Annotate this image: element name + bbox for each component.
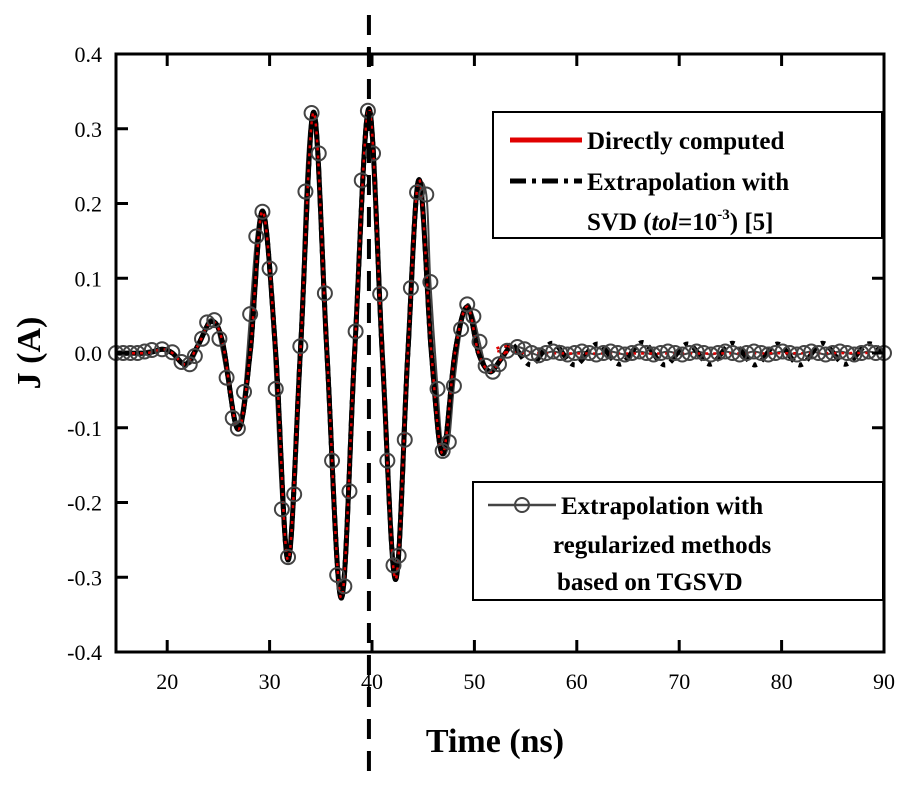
y-axis-label: J (A) bbox=[11, 317, 48, 390]
tgsvd-point bbox=[372, 285, 389, 302]
tgsvd-point bbox=[143, 342, 160, 359]
y-tick-label: -0.1 bbox=[67, 416, 102, 441]
tgsvd-point bbox=[303, 105, 320, 122]
tgsvd-point bbox=[181, 356, 198, 373]
legend-label-svd-1: Extrapolation with bbox=[587, 169, 789, 196]
tgsvd-point bbox=[509, 339, 526, 356]
x-tick-label: 80 bbox=[771, 669, 793, 694]
x-tick-label: 70 bbox=[668, 669, 690, 694]
tgsvd-point bbox=[530, 347, 547, 364]
tgsvd-point bbox=[471, 333, 488, 350]
tgsvd-point bbox=[422, 273, 439, 290]
tgsvd-point bbox=[490, 356, 507, 373]
tgsvd-point bbox=[440, 433, 457, 450]
tgsvd-point bbox=[280, 549, 297, 566]
tgsvd-point bbox=[465, 308, 482, 325]
legend-box bbox=[472, 481, 884, 601]
x-tick-label: 90 bbox=[873, 669, 895, 694]
x-tick-label: 60 bbox=[566, 669, 588, 694]
tgsvd-point bbox=[329, 567, 346, 584]
tgsvd-point bbox=[242, 306, 259, 323]
tgsvd-point bbox=[390, 547, 407, 564]
tgsvd-point bbox=[297, 183, 314, 200]
legend-box bbox=[492, 111, 883, 239]
tgsvd-point bbox=[218, 369, 235, 386]
tgsvd-point bbox=[409, 184, 426, 201]
tgsvd-point bbox=[206, 312, 223, 329]
tgsvd-point bbox=[385, 557, 402, 574]
plot-marks bbox=[108, 102, 892, 601]
x-tick-label: 20 bbox=[156, 669, 178, 694]
y-tick-label: 0.1 bbox=[75, 266, 103, 291]
legend-label-svd-2: SVD (tol=10-3) [5] bbox=[587, 207, 773, 236]
tgsvd-point bbox=[310, 145, 327, 162]
x-tick-label: 30 bbox=[259, 669, 281, 694]
y-tick-label: -0.2 bbox=[67, 491, 102, 516]
tgsvd-point bbox=[341, 483, 358, 500]
legend-label-tgsvd-3: based on TGSVD bbox=[557, 569, 743, 596]
tgsvd-point bbox=[402, 279, 419, 296]
tgsvd-point bbox=[336, 578, 353, 595]
tgsvd-point bbox=[248, 228, 265, 245]
tgsvd-point bbox=[199, 314, 216, 331]
tgsvd-point bbox=[273, 501, 290, 518]
tgsvd-point bbox=[365, 145, 382, 162]
axis-ticks: 20 30 40 50 60 70 80 90 0.4 0.3 0.2 0.1 0.0 -0.1 -0.2 -… bbox=[67, 42, 895, 694]
x-axis-label: Time (ns) bbox=[426, 723, 564, 760]
y-tick-label: 0.3 bbox=[75, 117, 103, 142]
legend-top-right: Directly computed Extrapolation with SVD… bbox=[492, 111, 883, 239]
tgsvd-point bbox=[379, 452, 396, 469]
series-direct-line bbox=[115, 107, 885, 600]
tgsvd-point bbox=[316, 285, 333, 302]
legend-label-tgsvd-2: regularized methods bbox=[553, 532, 772, 559]
tgsvd-point bbox=[396, 431, 413, 448]
tgsvd-point bbox=[164, 344, 181, 361]
tgsvd-point bbox=[292, 338, 309, 355]
tgsvd-point bbox=[136, 343, 153, 360]
tgsvd-point bbox=[445, 377, 462, 394]
tgsvd-point bbox=[347, 323, 364, 340]
tgsvd-point bbox=[499, 342, 516, 359]
legend-label-direct: Directly computed bbox=[587, 128, 785, 155]
y-tick-label: 0.2 bbox=[75, 192, 103, 217]
x-tick-label: 50 bbox=[463, 669, 485, 694]
tgsvd-point bbox=[267, 380, 284, 397]
tgsvd-point bbox=[154, 341, 171, 358]
series-svd-line-core bbox=[115, 106, 514, 601]
x-tick-label: 40 bbox=[361, 669, 383, 694]
tgsvd-point bbox=[261, 260, 278, 277]
tgsvd-point bbox=[453, 321, 470, 338]
y-tick-label: -0.3 bbox=[67, 565, 102, 590]
tgsvd-point bbox=[418, 186, 435, 203]
y-tick-label: 0.0 bbox=[75, 341, 103, 366]
tgsvd-point bbox=[254, 203, 271, 220]
tgsvd-point bbox=[229, 420, 246, 437]
tgsvd-point bbox=[211, 330, 228, 347]
tgsvd-point bbox=[286, 486, 303, 503]
tgsvd-point bbox=[324, 452, 341, 469]
tgsvd-point bbox=[236, 383, 252, 400]
y-tick-label: -0.4 bbox=[67, 640, 102, 665]
y-tick-label: 0.4 bbox=[75, 42, 103, 67]
legend-label-tgsvd-1: Extrapolation with bbox=[561, 493, 763, 520]
tgsvd-point bbox=[429, 380, 446, 397]
tgsvd-point bbox=[194, 330, 211, 347]
legend-swatch-circle bbox=[514, 497, 530, 513]
legend-bottom-right: Extrapolation with regularized methods b… bbox=[472, 481, 884, 601]
tgsvd-point bbox=[186, 347, 203, 364]
tgsvd-point bbox=[173, 353, 190, 370]
